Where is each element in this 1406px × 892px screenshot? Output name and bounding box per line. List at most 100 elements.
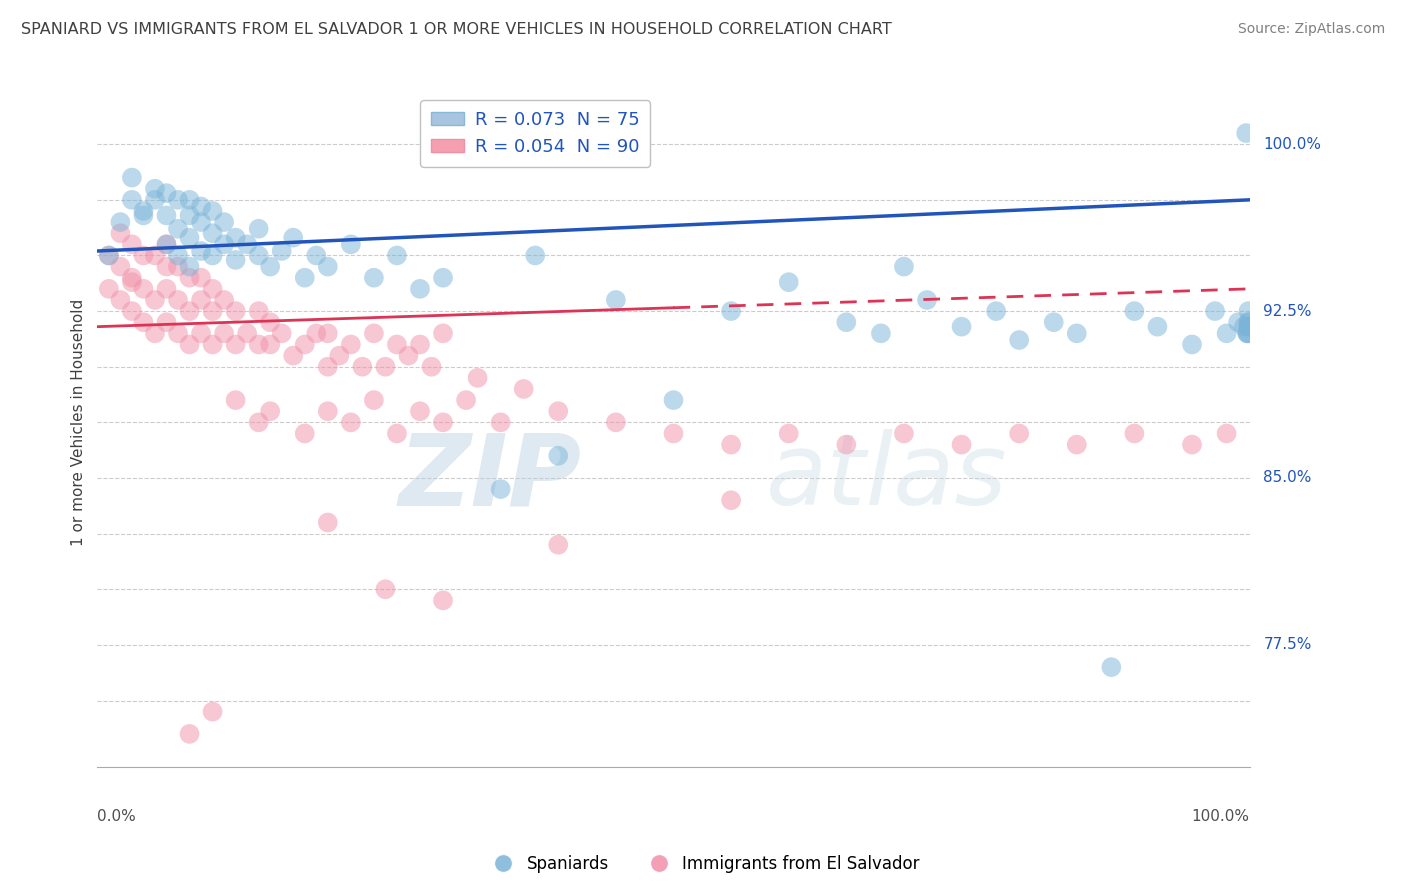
Point [201,226,224,240]
Text: ZIP: ZIP [398,429,581,526]
Point [225,337,247,351]
Point [893,426,915,441]
Point [190,326,212,341]
Point [201,248,224,262]
Point [352,359,374,374]
Text: 100.0%: 100.0% [1192,809,1250,823]
Point [720,493,742,508]
Point [121,237,143,252]
Point [236,326,259,341]
Point [1237,319,1260,334]
Point [1233,319,1256,334]
Point [110,215,132,229]
Point [155,282,177,296]
Point [247,248,270,262]
Point [662,393,685,408]
Point [270,326,292,341]
Point [167,221,190,235]
Point [409,404,432,418]
Point [167,193,190,207]
Point [1042,315,1064,329]
Point [155,237,177,252]
Point [155,186,177,201]
Point [201,705,224,719]
Point [489,415,512,429]
Point [1215,326,1237,341]
Point [305,326,328,341]
Point [316,326,339,341]
Point [97,282,120,296]
Legend: R = 0.073  N = 75, R = 0.054  N = 90: R = 0.073 N = 75, R = 0.054 N = 90 [420,100,650,167]
Point [340,337,363,351]
Point [1237,315,1260,329]
Point [155,237,177,252]
Point [212,293,235,307]
Point [155,208,177,222]
Point [212,215,235,229]
Point [143,326,166,341]
Point [1123,304,1146,318]
Point [121,270,143,285]
Point [374,582,396,597]
Point [132,248,155,262]
Point [121,304,143,318]
Point [778,426,800,441]
Point [132,203,155,218]
Point [179,304,201,318]
Point [179,260,201,274]
Point [97,248,120,262]
Point [294,270,316,285]
Point [259,337,281,351]
Point [1146,319,1168,334]
Point [167,326,190,341]
Point [340,415,363,429]
Point [328,349,350,363]
Point [167,293,190,307]
Point [1099,660,1122,674]
Point [454,393,477,408]
Point [835,315,858,329]
Point [835,437,858,451]
Text: atlas: atlas [766,429,1007,526]
Point [547,404,569,418]
Point [247,221,270,235]
Point [225,393,247,408]
Point [247,304,270,318]
Point [1181,437,1204,451]
Point [1215,426,1237,441]
Point [212,237,235,252]
Text: 85.0%: 85.0% [1264,470,1312,485]
Point [1227,315,1250,329]
Point [1066,326,1088,341]
Point [1236,326,1258,341]
Point [915,293,938,307]
Point [190,244,212,258]
Point [662,426,685,441]
Point [236,237,259,252]
Point [547,449,569,463]
Point [432,593,454,607]
Point [190,270,212,285]
Text: 0.0%: 0.0% [97,809,136,823]
Point [984,304,1007,318]
Point [489,482,512,496]
Point [143,293,166,307]
Point [179,208,201,222]
Point [1066,437,1088,451]
Point [190,293,212,307]
Point [1237,319,1260,334]
Point [155,315,177,329]
Point [132,208,155,222]
Point [294,337,316,351]
Point [143,248,166,262]
Point [259,260,281,274]
Point [316,260,339,274]
Point [294,426,316,441]
Point [283,349,305,363]
Text: Source: ZipAtlas.com: Source: ZipAtlas.com [1237,22,1385,37]
Point [385,248,408,262]
Point [167,248,190,262]
Point [1123,426,1146,441]
Point [110,293,132,307]
Point [893,260,915,274]
